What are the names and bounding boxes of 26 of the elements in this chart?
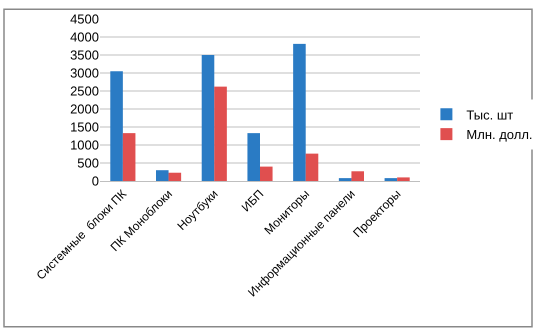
legend-label: Млн. долл.	[466, 127, 533, 142]
bar	[351, 171, 364, 181]
bar	[122, 133, 136, 181]
y-tick-label: 0	[92, 174, 99, 189]
y-tick-label: 4000	[70, 30, 99, 45]
y-tick-label: 2000	[70, 102, 99, 117]
y-tick-label: 3500	[70, 48, 99, 63]
bar	[110, 71, 123, 181]
y-tick-label: 3000	[70, 66, 99, 81]
bar	[306, 154, 318, 181]
bar	[247, 133, 260, 181]
bar	[293, 44, 306, 181]
bar	[384, 178, 398, 181]
y-tick-label: 4500	[70, 12, 99, 27]
y-tick-label: 1500	[70, 120, 99, 135]
bar	[397, 177, 410, 181]
legend-label: Тыс. шт	[466, 107, 514, 122]
bar	[168, 172, 182, 181]
y-tick-label: 500	[77, 156, 99, 171]
bar	[202, 55, 214, 181]
bar	[260, 166, 273, 181]
bar	[156, 170, 169, 181]
y-tick-label: 2500	[70, 84, 99, 99]
bar	[214, 86, 227, 181]
bar	[338, 178, 352, 181]
y-tick-label: 1000	[70, 138, 99, 153]
